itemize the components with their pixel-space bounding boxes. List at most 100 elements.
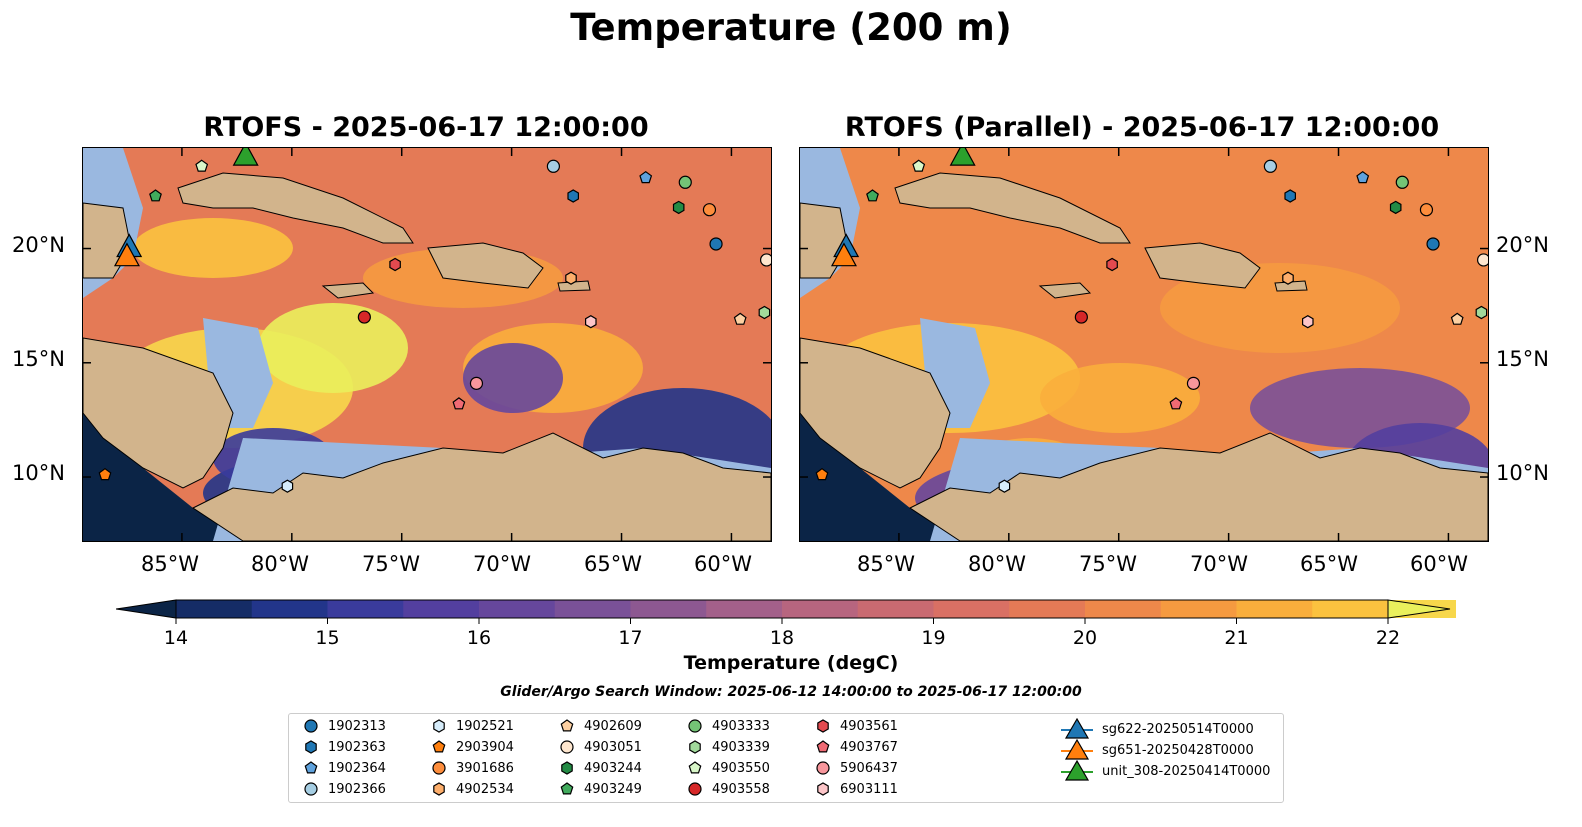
legend-item: 4903550 (687, 760, 770, 776)
legend-label: 1902313 (328, 718, 386, 734)
legend-label: 4903244 (584, 760, 642, 776)
left-ytick-15n: 15°N (12, 347, 65, 371)
float-marker-4903339 (1475, 305, 1488, 320)
float-marker-4903767 (452, 397, 466, 410)
legend-item: 1902366 (303, 781, 386, 797)
float-marker-4903244 (672, 200, 685, 215)
legend-marker-icon (305, 740, 317, 754)
legend-label: 4903249 (584, 781, 642, 797)
float-marker-4902534 (1282, 271, 1294, 285)
colorbar: 14 15 16 17 18 19 20 21 22 (115, 598, 1465, 649)
legend-marker-icon (688, 782, 702, 796)
float-marker-2903904 (98, 467, 112, 481)
float-marker-4903244 (1389, 200, 1402, 215)
legend-marker (432, 761, 446, 775)
legend-label: 1902366 (328, 781, 386, 797)
colorbar-segment (403, 600, 480, 618)
legend-marker (560, 740, 574, 754)
legend-marker-icon (1061, 760, 1093, 781)
search-window-note: Glider/Argo Search Window: 2025-06-12 14… (500, 684, 1082, 700)
legend-item: sg651-20250428T0000 (1061, 739, 1254, 761)
colorbar-segment (1160, 600, 1237, 618)
legend-marker-icon (817, 782, 829, 796)
south-america-land (909, 432, 1488, 541)
legend-marker (560, 719, 574, 732)
left-ytick-20n: 20°N (12, 233, 65, 257)
cold-water-region (463, 343, 563, 413)
legend-label: 3901686 (456, 760, 514, 776)
jamaica-land (1038, 282, 1092, 299)
legend-marker (560, 782, 574, 795)
colorbar-segment (630, 600, 707, 618)
legend-marker (817, 782, 829, 796)
colorbar-segment (1236, 600, 1313, 618)
float-marker-4903550 (912, 159, 926, 172)
south-america-land (192, 432, 771, 541)
glider-marker-unit_308-20250414T0000 (949, 148, 976, 166)
legend-item: 4903249 (559, 781, 642, 797)
legend-label: 4903333 (712, 718, 770, 734)
colorbar-segment (782, 600, 859, 618)
colorbar-segment (327, 600, 404, 618)
legend-label: 4902609 (584, 718, 642, 734)
float-marker-1902313 (1426, 237, 1440, 251)
float-marker-4903333 (1395, 175, 1409, 189)
float-marker-3901686 (1419, 203, 1434, 217)
hispaniola-land (1144, 242, 1261, 289)
legend-item: 4903051 (559, 739, 642, 755)
glider-marker-sg651-20250428T0000 (113, 242, 140, 267)
legend-marker (433, 782, 445, 796)
legend-item: 6903111 (815, 781, 898, 797)
legend-marker-icon (560, 719, 574, 732)
float-marker-5906437 (469, 376, 484, 390)
right-xtick: 70°W (1190, 552, 1248, 576)
colorbar-tick-label: 22 (1376, 627, 1400, 649)
colorbar-segment (1009, 600, 1086, 618)
legend-marker-icon (560, 740, 574, 754)
pacific-ocean (800, 413, 960, 541)
puerto-rico-land (557, 280, 591, 292)
legend-marker-icon (689, 740, 701, 754)
colorbar-segment (1085, 600, 1162, 618)
left-xtick: 65°W (584, 552, 642, 576)
legend-item: unit_308-20250414T0000 (1061, 760, 1270, 782)
hispaniola-land (427, 242, 544, 289)
legend-marker-icon (688, 719, 702, 733)
colorbar-segment (857, 600, 934, 618)
colorbar-tick-label: 21 (1224, 627, 1248, 649)
legend-marker-icon (560, 782, 574, 795)
legend-marker-icon (432, 761, 446, 775)
float-marker-1902363 (567, 189, 579, 203)
legend-label: 1902363 (328, 739, 386, 755)
legend-marker-icon (1061, 739, 1093, 760)
cuba-land (894, 172, 1131, 244)
legend-marker (304, 719, 318, 733)
legend-label: 4903561 (840, 718, 898, 734)
right-xtick: 60°W (1410, 552, 1468, 576)
float-marker-6903111 (1302, 315, 1314, 329)
legend-item: 4903333 (687, 718, 770, 734)
legend-marker-icon (1061, 718, 1093, 739)
legend-label: 1902364 (328, 760, 386, 776)
colorbar-min-extension (115, 599, 177, 619)
legend-item: 4903339 (687, 739, 770, 755)
float-marker-4903558 (1074, 310, 1088, 324)
float-marker-4903249 (149, 189, 162, 202)
colorbar-graphic: 14 15 16 17 18 19 20 21 22 (115, 599, 1465, 649)
legend-marker (304, 782, 318, 796)
legend-label: 2903904 (456, 739, 514, 755)
legend-marker (816, 761, 830, 775)
jamaica-land (321, 282, 375, 299)
legend-item: 4903561 (815, 718, 898, 734)
legend: 1902313 1902363 1902364 1902366 1902521 29039… (288, 713, 1284, 803)
right-panel-title: RTOFS (Parallel) - 2025-06-17 12:00:00 (844, 112, 1440, 143)
float-marker-4903051 (1477, 253, 1488, 267)
legend-marker (689, 740, 701, 754)
float-marker-1902366 (1263, 159, 1277, 173)
float-marker-1902521 (281, 479, 294, 493)
legend-item: 4903244 (559, 760, 642, 776)
legend-item: 3901686 (431, 760, 514, 776)
legend-label: sg622-20250514T0000 (1102, 721, 1254, 737)
legend-label: sg651-20250428T0000 (1102, 742, 1254, 758)
legend-marker-icon (816, 740, 830, 753)
